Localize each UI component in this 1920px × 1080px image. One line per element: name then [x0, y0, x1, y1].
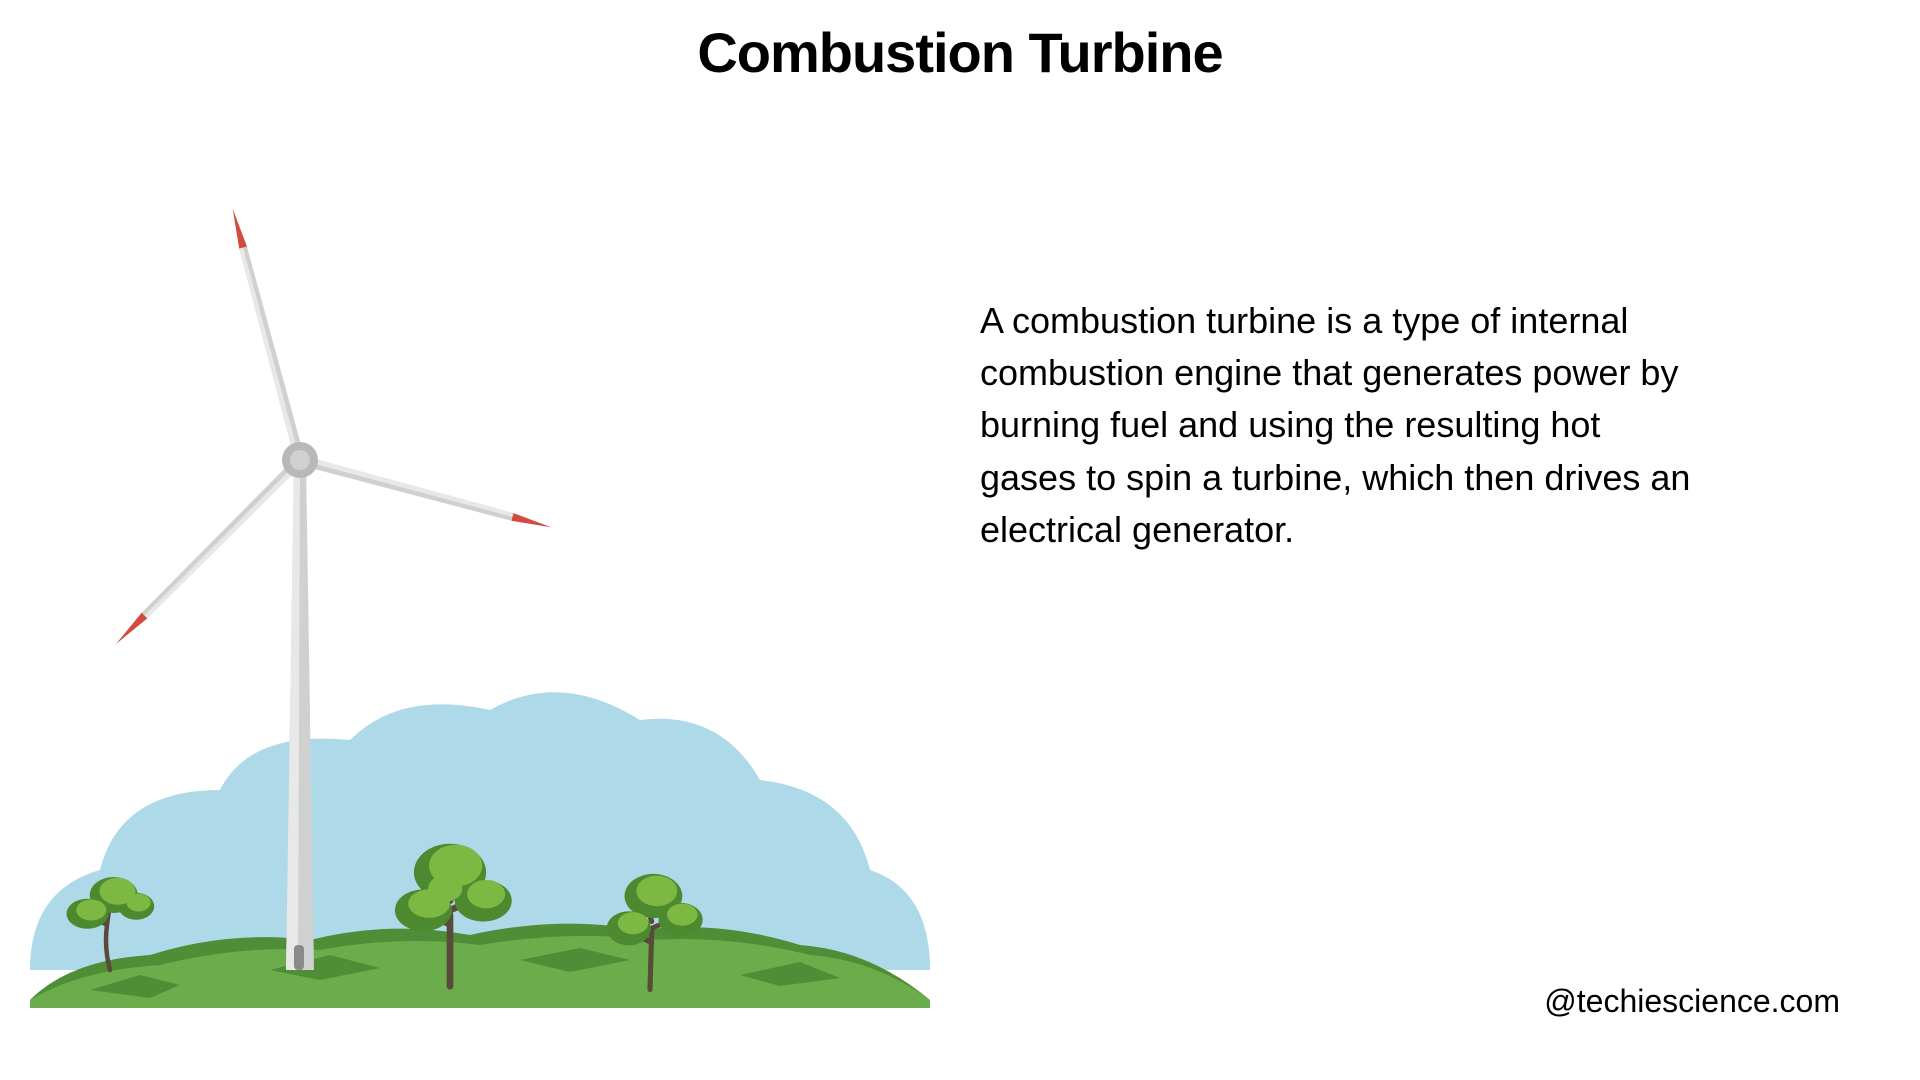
- description-text: A combustion turbine is a type of intern…: [980, 295, 1700, 556]
- turbine-tower: [286, 460, 314, 970]
- sky-cloud: [30, 692, 930, 970]
- page-title: Combustion Turbine: [0, 20, 1920, 85]
- turbine-blades: [113, 208, 553, 648]
- attribution-text: @techiescience.com: [1544, 983, 1840, 1020]
- turbine-illustration: [20, 130, 940, 1010]
